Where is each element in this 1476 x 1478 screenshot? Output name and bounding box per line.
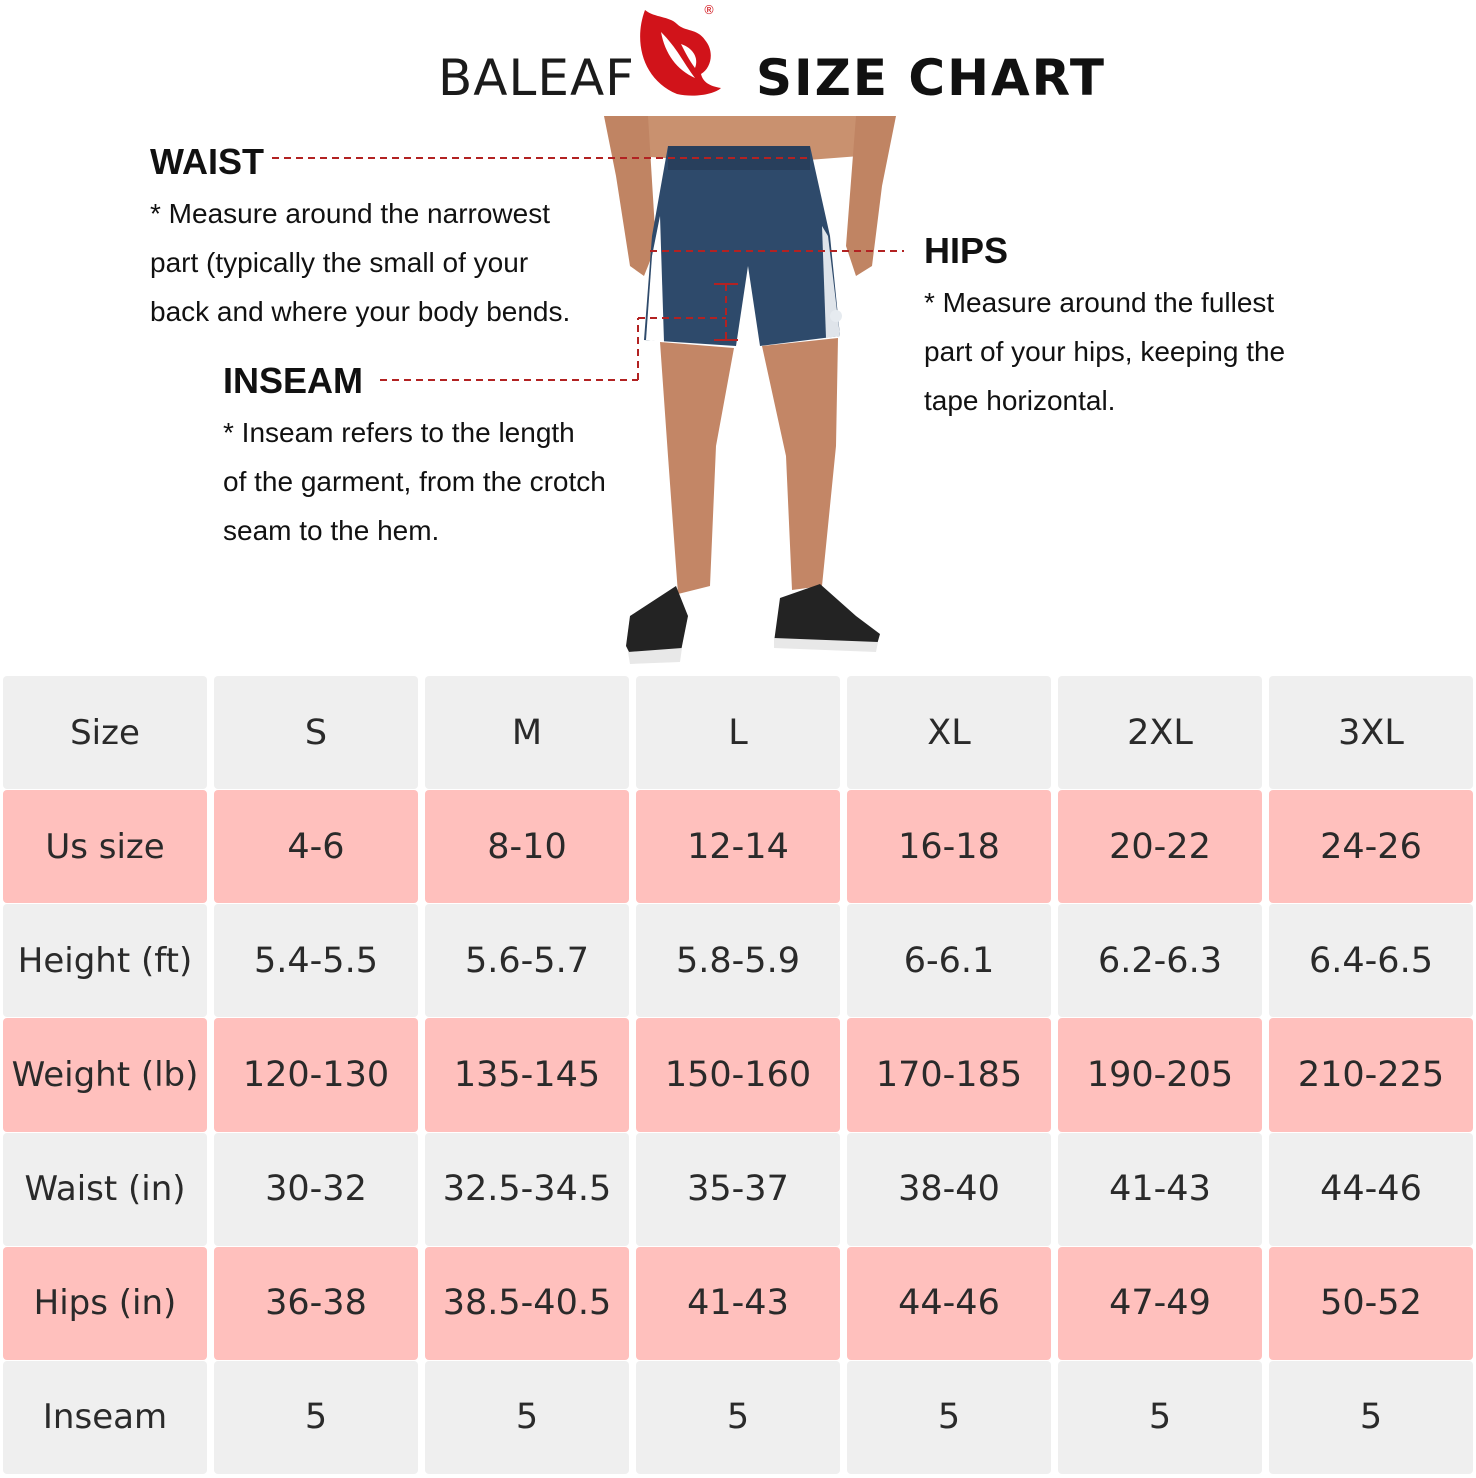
table-cell: 6.4-6.5 [1269, 904, 1473, 1018]
table-cell: XL [847, 676, 1051, 790]
row-label: Inseam [3, 1360, 207, 1474]
row-label: Weight (lb) [3, 1018, 207, 1132]
table-cell: 8-10 [425, 790, 629, 904]
table-cell: 12-14 [636, 790, 840, 904]
row-label: Us size [3, 790, 207, 904]
model-shorts-illustration [604, 116, 896, 664]
table-cell: 5.8-5.9 [636, 904, 840, 1018]
table-cell: 30-32 [214, 1132, 418, 1246]
hips-description: * Measure around the fullest part of you… [924, 278, 1285, 425]
table-cell: 16-18 [847, 790, 1051, 904]
inseam-line-3: seam to the hem. [223, 515, 440, 546]
table-cell: 44-46 [1269, 1132, 1473, 1246]
table-cell: 150-160 [636, 1018, 840, 1132]
row-label: Size [3, 676, 207, 790]
table-cell: 135-145 [425, 1018, 629, 1132]
inseam-line-1: * Inseam refers to the length [223, 417, 575, 448]
table-cell: 170-185 [847, 1018, 1051, 1132]
table-cell: 3XL [1269, 676, 1473, 790]
table-cell: 32.5-34.5 [425, 1132, 629, 1246]
hips-line-3: tape horizontal. [924, 385, 1116, 416]
table-cell: 4-6 [214, 790, 418, 904]
inseam-heading: INSEAM [223, 360, 364, 401]
table-cell: 120-130 [214, 1018, 418, 1132]
waist-line-1: * Measure around the narrowest [150, 198, 550, 229]
table-cell: 47-49 [1058, 1246, 1262, 1360]
baleaf-leaf-logo-icon: ® [640, 3, 721, 96]
waist-heading: WAIST [150, 141, 264, 182]
table-cell: 2XL [1058, 676, 1262, 790]
row-label: Height (ft) [3, 904, 207, 1018]
table-cell: S [214, 676, 418, 790]
table-cell: L [636, 676, 840, 790]
table-cell: 38-40 [847, 1132, 1051, 1246]
chart-title: SIZE CHART [756, 49, 1107, 107]
table-cell: 20-22 [1058, 790, 1262, 904]
size-chart-table: Size S M L XL 2XL 3XL Us size 4-6 8-10 1… [3, 676, 1473, 1474]
table-cell: 24-26 [1269, 790, 1473, 904]
brand-name: BALEAF [438, 49, 635, 107]
table-cell: 5 [425, 1360, 629, 1474]
hips-line-1: * Measure around the fullest [924, 287, 1275, 318]
table-cell: 41-43 [636, 1246, 840, 1360]
hips-heading: HIPS [924, 230, 1009, 271]
waist-description: * Measure around the narrowest part (typ… [150, 189, 570, 336]
table-cell: 5 [636, 1360, 840, 1474]
inseam-line-2: of the garment, from the crotch [223, 466, 606, 497]
hips-line-2: part of your hips, keeping the [924, 336, 1286, 367]
table-cell: 6-6.1 [847, 904, 1051, 1018]
inseam-description: * Inseam refers to the length of the gar… [223, 408, 606, 555]
table-cell: 5.4-5.5 [214, 904, 418, 1018]
table-cell: 210-225 [1269, 1018, 1473, 1132]
table-cell: 5.6-5.7 [425, 904, 629, 1018]
table-cell: 44-46 [847, 1246, 1051, 1360]
waist-line-2: part (typically the small of your [150, 247, 529, 278]
table-cell: 5 [214, 1360, 418, 1474]
registered-mark: ® [703, 3, 715, 17]
table-cell: 5 [1058, 1360, 1262, 1474]
table-cell: 190-205 [1058, 1018, 1262, 1132]
table-cell: 41-43 [1058, 1132, 1262, 1246]
table-cell: 35-37 [636, 1132, 840, 1246]
table-cell: 50-52 [1269, 1246, 1473, 1360]
table-cell: 38.5-40.5 [425, 1246, 629, 1360]
table-cell: 5 [1269, 1360, 1473, 1474]
table-cell: 6.2-6.3 [1058, 904, 1262, 1018]
waist-line-3: back and where your body bends. [150, 296, 571, 327]
table-cell: M [425, 676, 629, 790]
table-cell: 5 [847, 1360, 1051, 1474]
table-cell: 36-38 [214, 1246, 418, 1360]
row-label: Hips (in) [3, 1246, 207, 1360]
row-label: Waist (in) [3, 1132, 207, 1246]
